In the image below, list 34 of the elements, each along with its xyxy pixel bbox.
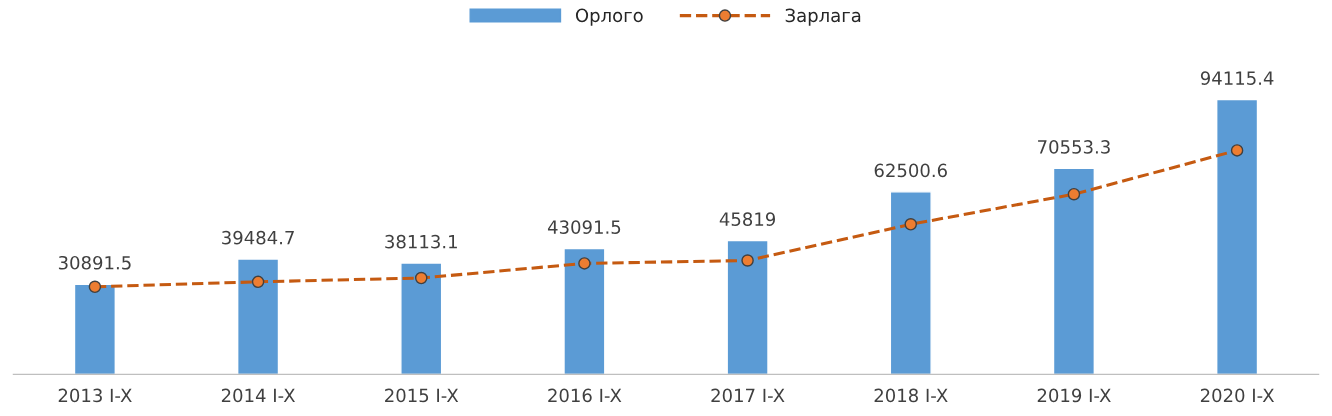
bar bbox=[563, 247, 606, 375]
data-label: 38113.1 bbox=[385, 234, 457, 249]
x-tick-label: 2014 I-X bbox=[221, 388, 296, 403]
point bbox=[251, 275, 265, 289]
bar bbox=[726, 239, 769, 375]
point bbox=[1067, 187, 1081, 201]
bar bbox=[889, 191, 932, 375]
legend-label: Орлого bbox=[575, 8, 643, 26]
x-tick-label: 2016 I-X bbox=[548, 388, 622, 403]
data-label: 45819 bbox=[719, 212, 776, 226]
x-tick-label: 2013 I-X bbox=[58, 388, 132, 403]
bar bbox=[1052, 167, 1096, 375]
bar bbox=[73, 283, 116, 375]
point bbox=[578, 257, 591, 270]
x-tick-label: 2015 I-X bbox=[385, 388, 459, 403]
x-tick-label: 2019 I-X bbox=[1037, 388, 1111, 403]
point bbox=[1230, 144, 1244, 157]
data-label: 94115.4 bbox=[1200, 71, 1274, 85]
data-label: 39484.7 bbox=[222, 230, 294, 245]
point bbox=[414, 271, 428, 285]
legend-label: Зарлага bbox=[785, 8, 861, 26]
x-tick-label: 2017 I-X bbox=[711, 388, 785, 403]
data-label: 30891.5 bbox=[58, 255, 131, 270]
point bbox=[741, 254, 754, 267]
bar bbox=[400, 262, 443, 375]
point bbox=[904, 218, 918, 231]
data-label: 43091.5 bbox=[547, 220, 621, 234]
data-label: 62500.6 bbox=[874, 163, 947, 178]
bar bbox=[1216, 98, 1259, 375]
x-tick-label: 2018 I-X bbox=[874, 388, 948, 403]
bar bbox=[236, 258, 280, 375]
x-tick-label: 2020 I-X bbox=[1200, 388, 1275, 403]
data-label: 70553.3 bbox=[1038, 140, 1110, 154]
point bbox=[88, 280, 102, 294]
